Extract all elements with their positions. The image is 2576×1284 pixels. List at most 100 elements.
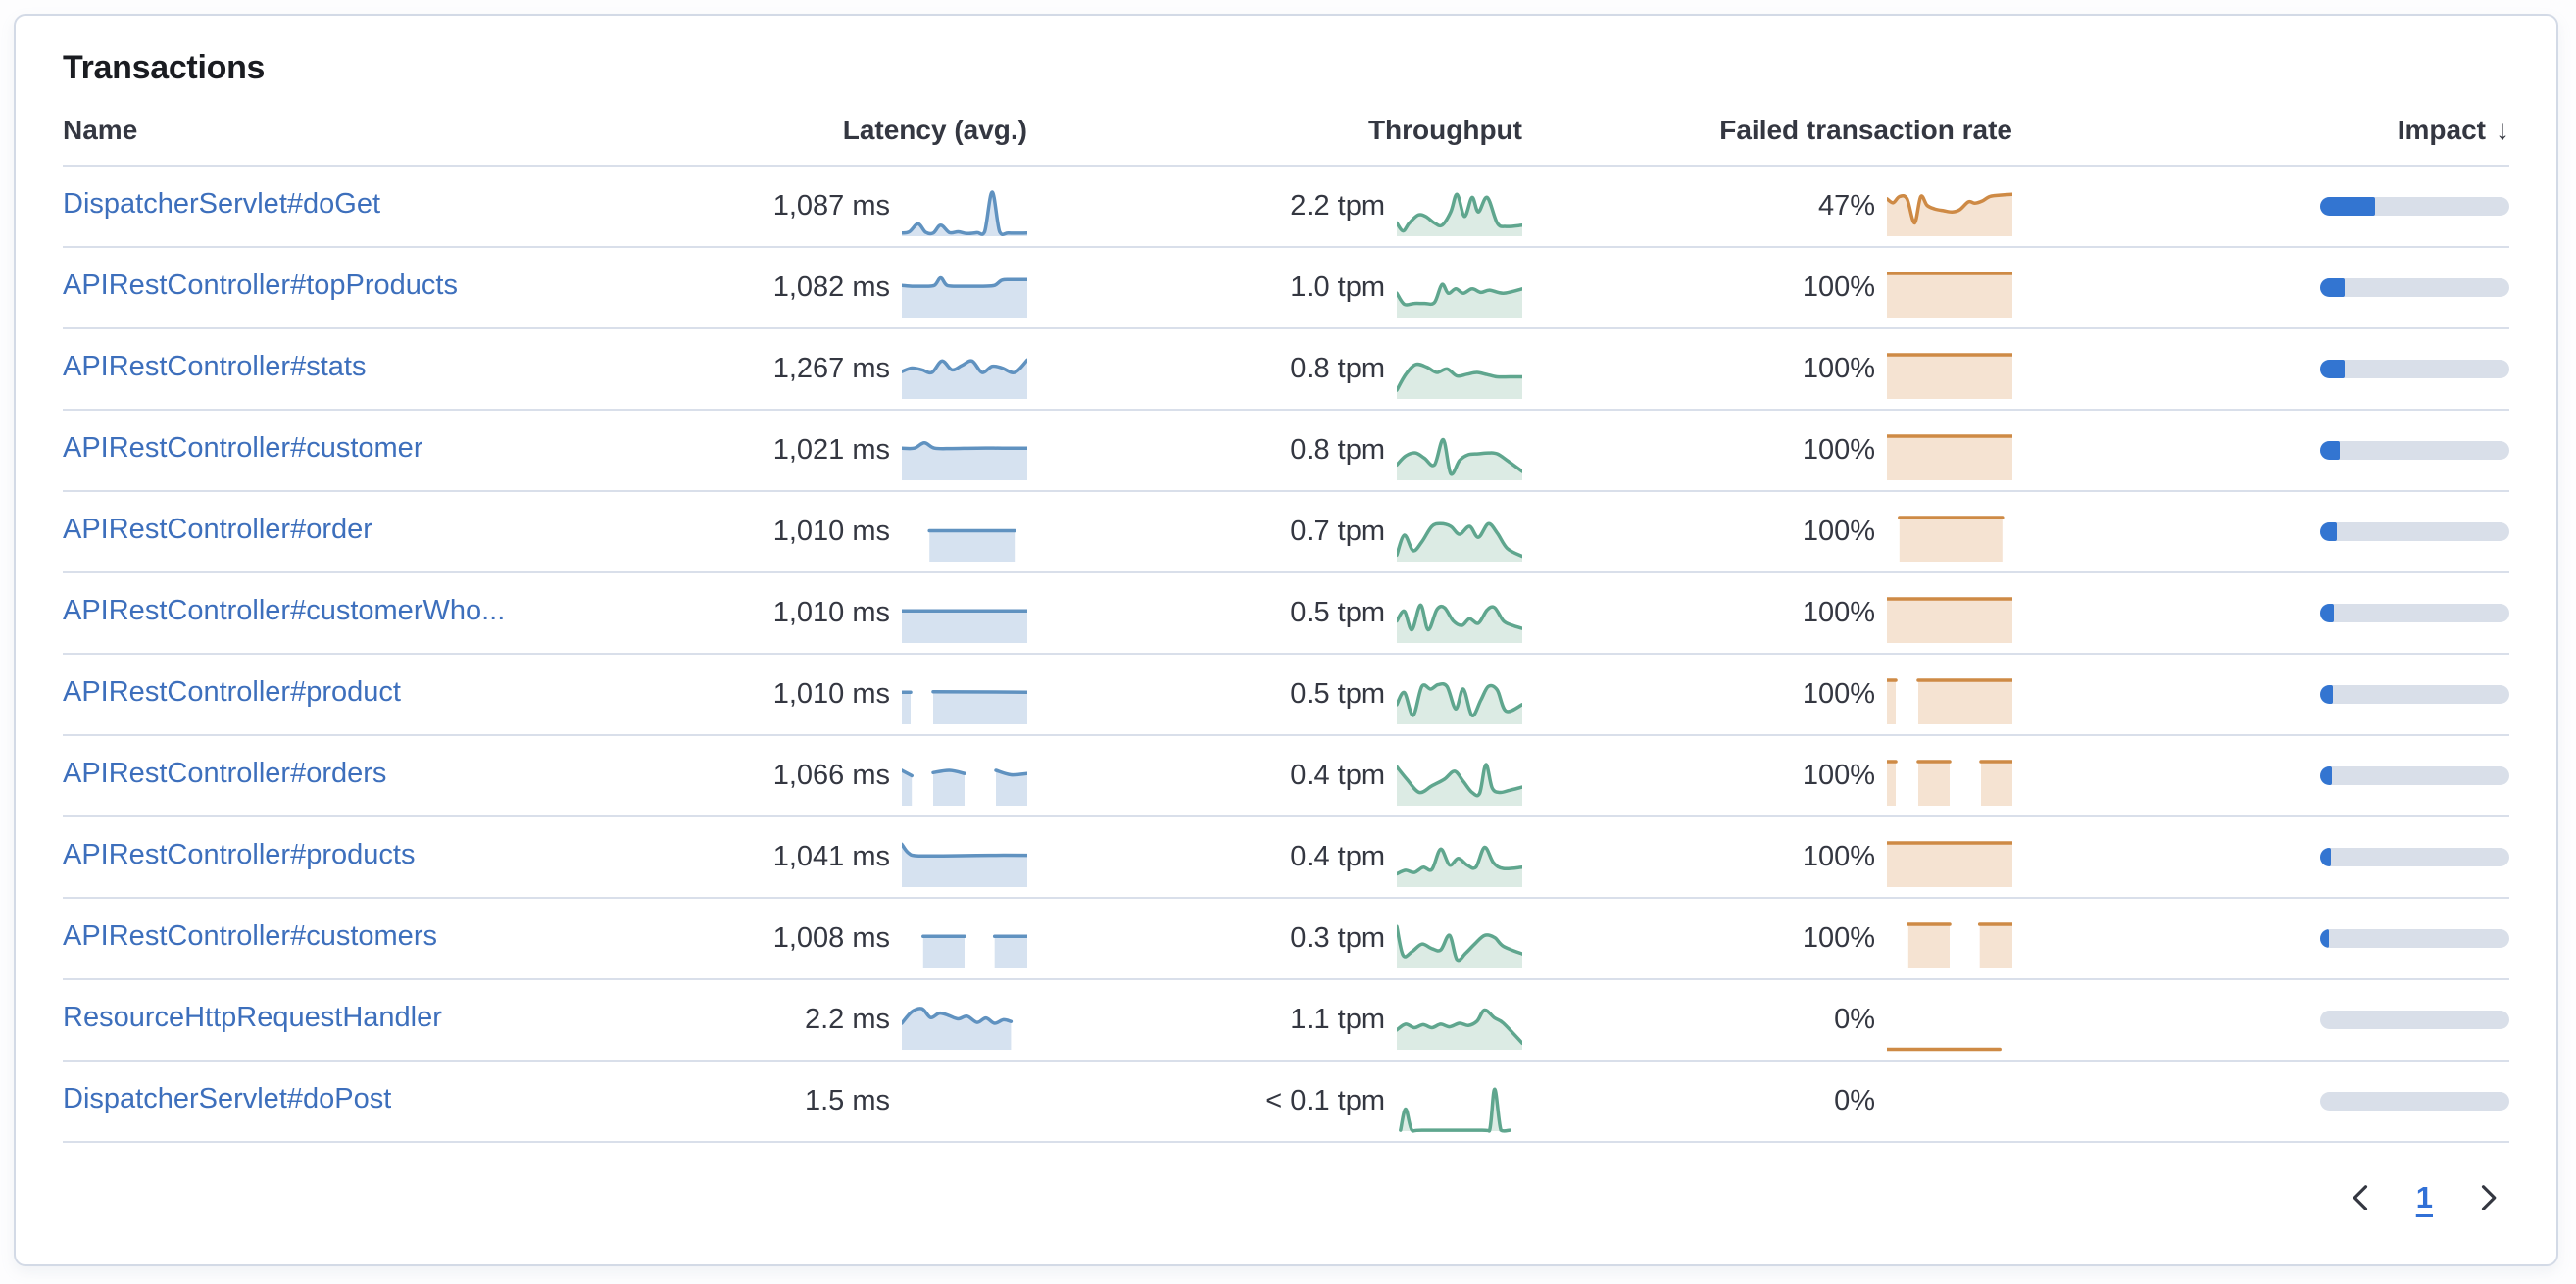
impact-cell — [2012, 848, 2509, 866]
throughput-sparkline — [1397, 1084, 1522, 1133]
chevron-right-icon — [2481, 1185, 2497, 1210]
column-header-name[interactable]: Name — [63, 115, 138, 145]
throughput-sparkline — [1395, 352, 1524, 401]
throughput-cell: 1.1 tpm — [1027, 988, 1524, 1052]
failed-rate-cell: 100% — [1522, 744, 2014, 808]
failed-rate-cell: 100% — [1522, 337, 2014, 401]
failed-rate-sparkline — [1885, 596, 2014, 645]
throughput-cell: 0.8 tpm — [1027, 337, 1524, 401]
transaction-link[interactable]: APIRestController#customer — [63, 431, 423, 464]
failed-rate-value: 100% — [1802, 597, 1875, 628]
throughput-sparkline — [1395, 840, 1524, 889]
failed-rate-sparkline — [1887, 921, 2014, 970]
latency-cell: 1,010 ms — [567, 663, 1029, 726]
latency-sparkline — [902, 515, 1027, 564]
transaction-link[interactable]: ResourceHttpRequestHandler — [63, 1001, 442, 1033]
impact-cell — [2012, 1011, 2509, 1029]
latency-value: 1,041 ms — [772, 841, 890, 872]
latency-value: 1,087 ms — [772, 190, 890, 222]
throughput-sparkline — [1395, 433, 1524, 482]
latency-cell: 1,008 ms — [567, 907, 1029, 970]
name-cell: APIRestController#customers — [63, 920, 567, 958]
throughput-value: 0.7 tpm — [1290, 516, 1385, 547]
column-header-latency[interactable]: Latency (avg.) — [842, 115, 1027, 145]
table-row: APIRestController#product 1,010 ms 0.5 tpm… — [63, 655, 2509, 736]
table-row: DispatcherServlet#doPost 1.5 ms < 0.1 tpm 0… — [63, 1062, 2509, 1143]
column-header-throughput[interactable]: Throughput — [1367, 115, 1522, 145]
latency-value: 1,010 ms — [772, 678, 890, 710]
throughput-cell: 1.0 tpm — [1027, 256, 1524, 320]
transaction-link[interactable]: DispatcherServlet#doPost — [63, 1082, 392, 1114]
latency-sparkline — [900, 271, 1029, 320]
throughput-value: 0.4 tpm — [1290, 760, 1385, 791]
throughput-sparkline — [1395, 677, 1524, 726]
latency-cell: 1,267 ms — [567, 337, 1029, 401]
impact-bar — [2320, 929, 2509, 948]
throughput-sparkline — [1395, 271, 1524, 320]
latency-cell: 1,010 ms — [567, 500, 1027, 564]
table-row: APIRestController#customers 1,008 ms 0.3 t… — [63, 899, 2509, 980]
transaction-link[interactable]: APIRestController#products — [63, 838, 416, 870]
column-header-impact-label: Impact — [2397, 115, 2486, 145]
latency-sparkline — [900, 1003, 1027, 1052]
name-cell: APIRestController#orders — [63, 758, 567, 795]
failed-rate-cell: 100% — [1522, 500, 2012, 564]
latency-cell: 1,082 ms — [567, 256, 1029, 320]
transaction-link[interactable]: APIRestController#orders — [63, 757, 387, 789]
transaction-link[interactable]: DispatcherServlet#doGet — [63, 187, 380, 220]
transaction-link[interactable]: APIRestController#customerWho... — [63, 594, 506, 626]
name-cell: DispatcherServlet#doGet — [63, 188, 567, 225]
throughput-sparkline — [1395, 921, 1524, 970]
latency-cell: 1,010 ms — [567, 581, 1029, 645]
table-row: APIRestController#order 1,010 ms 0.7 tpm 10… — [63, 492, 2509, 573]
table-row: APIRestController#products 1,041 ms 0.4 tp… — [63, 817, 2509, 899]
failed-rate-sparkline — [1885, 352, 2014, 401]
latency-cell: 1,021 ms — [567, 419, 1029, 482]
column-header-failed-rate[interactable]: Failed transaction rate — [1719, 115, 2012, 145]
transaction-link[interactable]: APIRestController#product — [63, 675, 401, 708]
column-header-impact[interactable]: Impact ↓ — [2012, 115, 2509, 146]
transaction-link[interactable]: APIRestController#topProducts — [63, 269, 458, 301]
failed-rate-sparkline — [1885, 433, 2014, 482]
latency-sparkline — [900, 352, 1029, 401]
latency-value: 1,066 ms — [772, 760, 890, 791]
impact-cell — [2012, 766, 2509, 785]
impact-bar-fill — [2320, 848, 2331, 866]
throughput-value: 2.2 tpm — [1290, 190, 1385, 222]
pagination: 1 — [63, 1166, 2509, 1229]
latency-sparkline — [902, 921, 1029, 970]
impact-bar-fill — [2320, 360, 2346, 378]
pagination-page-1[interactable]: 1 — [2415, 1180, 2433, 1214]
failed-rate-value: 100% — [1802, 841, 1875, 872]
failed-rate-sparkline — [1885, 840, 2014, 889]
impact-cell — [2012, 197, 2509, 216]
transaction-link[interactable]: APIRestController#order — [63, 513, 372, 545]
panel-title: Transactions — [63, 49, 266, 86]
throughput-cell: 0.4 tpm — [1027, 744, 1524, 808]
name-cell: APIRestController#product — [63, 676, 567, 714]
transaction-link[interactable]: APIRestController#stats — [63, 350, 367, 382]
pagination-next-button[interactable] — [2466, 1176, 2509, 1219]
throughput-cell: 0.5 tpm — [1027, 581, 1524, 645]
failed-rate-sparkline — [1885, 1003, 2012, 1052]
impact-cell — [2012, 441, 2509, 460]
failed-rate-value: 0% — [1834, 1004, 1875, 1035]
impact-bar-fill — [2320, 441, 2341, 460]
failed-rate-value: 100% — [1802, 678, 1875, 710]
impact-bar — [2320, 604, 2509, 622]
throughput-value: 0.5 tpm — [1290, 678, 1385, 710]
impact-bar-fill — [2320, 197, 2375, 216]
failed-rate-sparkline — [1885, 189, 2014, 238]
failed-rate-value: 100% — [1802, 353, 1875, 384]
failed-rate-cell: 100% — [1522, 581, 2014, 645]
latency-value: 1,010 ms — [772, 516, 890, 547]
throughput-sparkline — [1395, 515, 1524, 564]
impact-cell — [2012, 278, 2509, 297]
pagination-prev-button[interactable] — [2340, 1176, 2383, 1219]
throughput-cell: 0.8 tpm — [1027, 419, 1524, 482]
failed-rate-cell: 0% — [1522, 1069, 2012, 1133]
transaction-link[interactable]: APIRestController#customers — [63, 919, 437, 952]
name-cell: APIRestController#topProducts — [63, 270, 567, 307]
table-row: APIRestController#stats 1,267 ms 0.8 tpm 10… — [63, 329, 2509, 411]
throughput-value: 0.8 tpm — [1290, 353, 1385, 384]
